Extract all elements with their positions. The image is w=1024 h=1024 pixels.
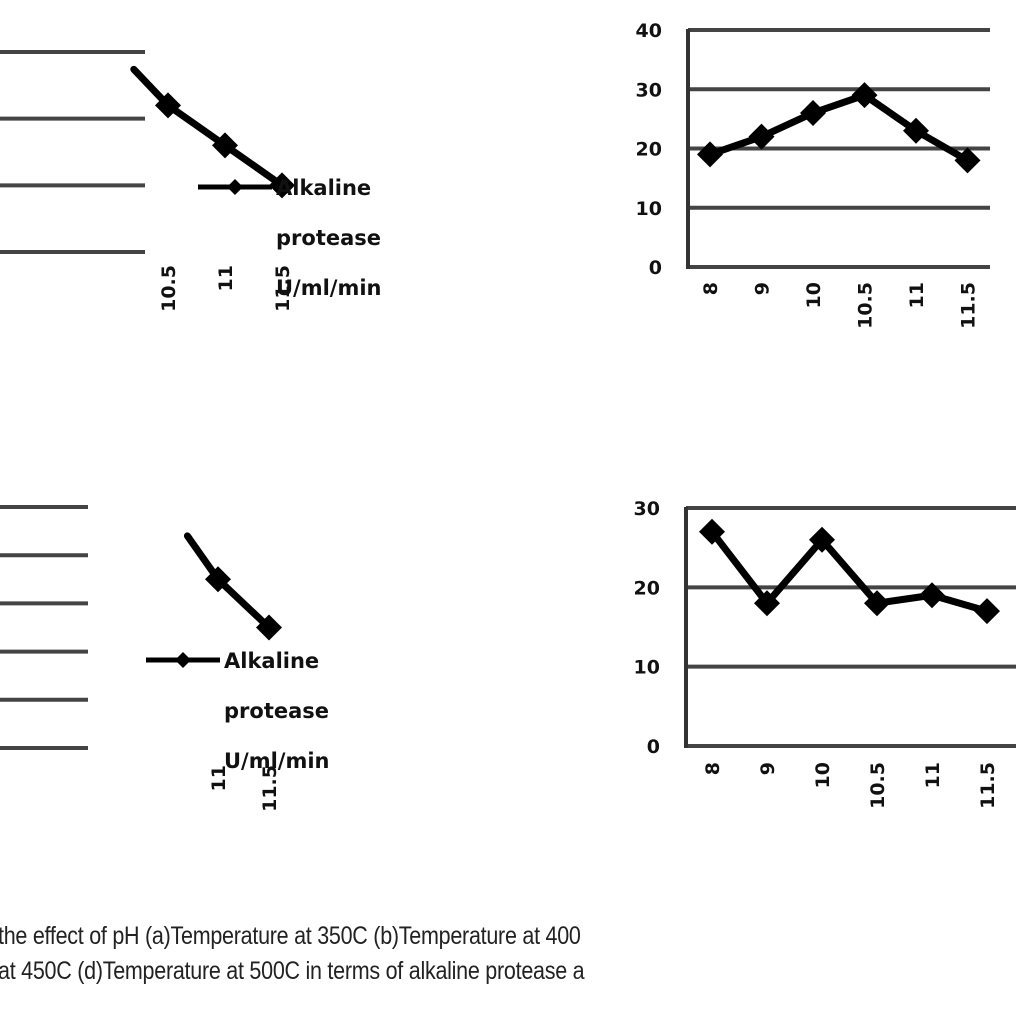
x-tick-label: 11 (922, 762, 944, 788)
legend-a: Alkaline protease U/ml/min (198, 176, 382, 300)
data-point-marker (256, 614, 282, 641)
chart-d: 0 10 20 30 8 9 10 10.5 11 11.5 (634, 498, 1016, 809)
y-tick-label: 30 (634, 498, 660, 520)
y-tick-label: 30 (636, 79, 662, 101)
data-point-marker (155, 92, 181, 119)
data-point-marker (974, 598, 1000, 625)
data-point-marker (903, 117, 929, 144)
x-tick-label: 11.5 (259, 765, 281, 812)
data-point-marker (269, 172, 295, 199)
legend-label: protease (224, 699, 329, 723)
data-point-marker (800, 99, 826, 126)
data-point-marker (864, 590, 890, 617)
chart-a: 10.5 11 11.5 Alkaline protease U/ml/min (0, 50, 382, 312)
data-point-marker (851, 82, 878, 109)
x-tick-label: 9 (757, 762, 779, 775)
legend-label: Alkaline (276, 176, 371, 200)
data-point-marker (954, 147, 981, 174)
legend-label: protease (276, 226, 381, 250)
x-tick-label: 9 (752, 282, 774, 295)
data-point-marker (754, 590, 780, 617)
x-tick-label: 11 (208, 765, 230, 791)
chart-b: 0 10 20 30 40 8 9 10 10.5 11 11.5 (636, 20, 990, 329)
series-line (215, 576, 272, 631)
legend-c: Alkaline protease U/ml/min (146, 649, 330, 773)
data-point-marker (212, 132, 238, 159)
series-line (709, 529, 988, 615)
data-point-marker (697, 141, 723, 168)
x-tick-label: 10.5 (158, 265, 180, 312)
x-tick-label: 11 (906, 282, 928, 308)
data-point-marker (809, 526, 835, 553)
data-point-marker (748, 123, 775, 150)
y-tick-label: 0 (647, 736, 660, 758)
y-tick-label: 40 (636, 20, 662, 42)
y-tick-label: 10 (636, 198, 662, 220)
y-tick-label: 20 (634, 577, 660, 599)
y-tick-label: 10 (634, 657, 660, 679)
figure-caption-line-2: at 450C (d)Temperature at 500C in terms … (0, 957, 585, 985)
figure-caption-line-1: the effect of pH (a)Temperature at 350C … (0, 922, 581, 950)
x-tick-label: 11.5 (977, 762, 999, 809)
x-tick-label: 11.5 (272, 265, 294, 312)
x-tick-label: 10 (812, 762, 834, 788)
legend-label: Alkaline (224, 649, 319, 673)
data-point-marker (919, 582, 945, 609)
series-line (708, 91, 970, 164)
y-tick-label: 0 (649, 257, 662, 279)
x-tick-label: 11.5 (958, 282, 980, 329)
chart-c: 11 11.5 Alkaline protease U/ml/min (0, 505, 330, 812)
legend-marker-icon (175, 652, 191, 668)
x-tick-label: 8 (702, 762, 724, 775)
x-tick-label: 10 (803, 282, 825, 308)
x-tick-label: 10.5 (855, 282, 877, 329)
x-tick-label: 8 (700, 282, 722, 295)
x-tick-label: 11 (215, 265, 237, 291)
x-tick-label: 10.5 (867, 762, 889, 809)
y-tick-label: 20 (636, 139, 662, 161)
data-point-marker (699, 518, 725, 545)
legend-label: U/ml/min (224, 749, 330, 773)
legend-label: U/ml/min (276, 276, 382, 300)
legend-marker-icon (227, 179, 243, 195)
data-point-marker (205, 566, 231, 593)
